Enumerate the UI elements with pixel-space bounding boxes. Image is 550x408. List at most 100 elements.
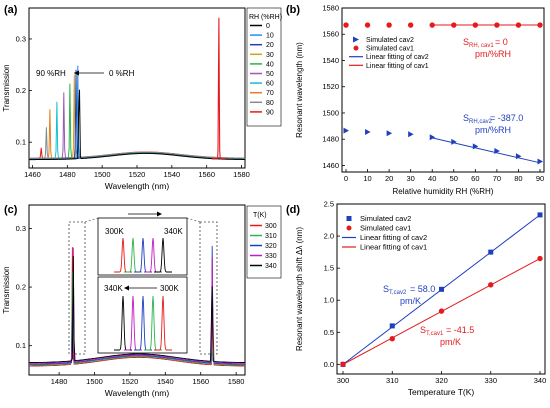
panel-b-frame <box>341 7 545 173</box>
y-tick-label: 0.1 <box>16 341 26 350</box>
x-tick-label: 300 <box>337 376 350 385</box>
cav2-point <box>537 158 543 165</box>
annotation-s-letter: S <box>383 284 389 294</box>
x-tick-label: 0 <box>344 174 348 183</box>
panel-c-legend-title: T(K) <box>253 212 267 219</box>
legend-label: Simulated cav1 <box>360 224 411 233</box>
cav2-point <box>429 134 436 141</box>
x-tick-label: 330 <box>484 376 497 385</box>
inset-top-peaks <box>114 237 172 273</box>
x-tick-label: 1560 <box>198 170 215 179</box>
zoom-connector <box>84 217 99 223</box>
legend-label: 70 <box>266 90 274 97</box>
panel-a-frame <box>28 7 246 169</box>
panel-b-fit-lines <box>432 24 541 164</box>
panel-a-xlabel: Wavelength (nm) <box>105 181 170 191</box>
fit-line <box>432 137 541 164</box>
annotation-s-letter: S <box>463 113 469 123</box>
legend-swatch <box>346 225 352 231</box>
panel-d-xlabel: Temperature T(K) <box>408 387 475 397</box>
panel-b-ticks: 0 10 20 30 40 50 60 70 80 90 1460 1480 1500 1520 1540 1… <box>322 4 544 184</box>
cav1-point <box>488 282 494 288</box>
x-tick-label: 1520 <box>129 170 146 179</box>
legend-label: 20 <box>266 42 274 49</box>
zoom-connector <box>186 217 201 223</box>
x-tick-label: 1580 <box>233 170 250 179</box>
legend-label: 300 <box>265 223 277 230</box>
y-tick-label: 1500 <box>322 108 339 117</box>
panel-c-xlabel: Wavelength (nm) <box>105 388 170 398</box>
inset-top-left-label: 300K <box>105 227 124 236</box>
annotation-s-letter: S <box>420 325 426 335</box>
x-tick-label: 1540 <box>157 377 174 386</box>
ylabel-unit: (nm) <box>295 227 304 244</box>
y-tick-label: 1480 <box>322 135 339 144</box>
legend-label: 50 <box>266 71 274 78</box>
annotation-value: = -41.5 <box>446 325 474 335</box>
cav1-point <box>407 22 414 28</box>
legend-label: 90 <box>266 109 274 116</box>
panel-a-legend-entries: 0 10 20 30 40 50 60 70 80 90 <box>250 23 274 116</box>
y-tick-label: 1540 <box>322 56 339 65</box>
panel-c-frame <box>28 204 246 376</box>
x-tick-label: 60 <box>471 174 479 183</box>
legend-label: Linear fitting of cav1 <box>360 243 427 252</box>
x-tick-label: 1540 <box>163 170 180 179</box>
legend-label: 30 <box>266 52 274 59</box>
panel-b-ylabel: Resonant wavelength (nm) <box>295 42 304 138</box>
cav1-point <box>389 336 395 342</box>
y-tick-label: 0.1 <box>16 138 26 147</box>
x-tick-label: 70 <box>493 174 501 183</box>
legend-label: 0 <box>266 23 270 30</box>
annotation-unit: pm/%RH <box>475 49 511 59</box>
cav1-point <box>537 255 543 262</box>
y-tick-label: 1.5 <box>324 264 334 273</box>
annotation-value: = 0 <box>495 37 508 47</box>
inset-bottom-peaks <box>114 295 172 351</box>
annotation-subscript: RH,cav2 <box>469 119 493 125</box>
y-tick-label: 0.3 <box>16 224 26 233</box>
panel-a-legend-title: RH (%RH) <box>249 14 282 21</box>
legend-label: Simulated cav1 <box>366 46 414 53</box>
x-tick-label: 1500 <box>86 377 103 386</box>
x-tick-label: 20 <box>385 174 393 183</box>
cav2-point <box>389 323 395 329</box>
legend-label: Simulated cav2 <box>366 37 414 44</box>
panel-a-curves <box>29 17 246 161</box>
cav1-point <box>386 22 392 28</box>
inset-peak-340 <box>154 237 172 273</box>
series-40-line <box>29 83 245 160</box>
y-tick-label: 1560 <box>322 30 339 39</box>
panel-b-annotation-cav1: S RH, cav1 = 0 pm/%RH <box>463 37 511 59</box>
panel-d: (d) Resonant wavelength shift Δλ (nm) Te… <box>286 200 546 398</box>
legend-label: 320 <box>265 243 277 250</box>
panel-b: (b) Resonant wavelength (nm) Relative hu… <box>286 4 545 196</box>
y-tick-label: 1580 <box>322 4 339 13</box>
inset-bottom-left-label: 340K <box>104 284 123 293</box>
panel-a-ticks: 1460 1480 1500 1520 1540 1560 1580 0.1 0.2 0.3 <box>16 34 250 179</box>
annotation-value: = 58.0 <box>410 284 435 294</box>
series-310-line <box>29 259 245 366</box>
inset-bottom-arrow-head <box>124 285 129 291</box>
panel-b-points <box>343 22 543 165</box>
series-60-line <box>29 101 245 160</box>
panel-a-annotation: 90 %RH 0 %RH <box>36 69 135 78</box>
legend-label: 340 <box>265 263 277 270</box>
cav1-point <box>472 22 479 28</box>
panel-d-annotation-cav2: S T,cav2 = 58.0 pm/K <box>383 284 435 306</box>
legend-label: Linear fitting of cav2 <box>360 233 427 242</box>
y-tick-label: 0.5 <box>324 328 334 337</box>
x-tick-label: 1560 <box>192 377 209 386</box>
cav2-point <box>439 286 444 292</box>
x-tick-label: 80 <box>514 174 522 183</box>
annotation-subscript: T,cav1 <box>426 331 444 337</box>
annotation-right: 0 %RH <box>109 69 135 78</box>
cav2-point <box>537 212 543 218</box>
y-tick-label: 2.5 <box>324 200 334 209</box>
x-tick-label: 10 <box>363 174 371 183</box>
series-320-line <box>29 245 245 365</box>
inset-top: 300K 340K <box>97 211 188 276</box>
panel-d-ylabel: Resonant wavelength shift Δλ (nm) <box>295 227 304 351</box>
